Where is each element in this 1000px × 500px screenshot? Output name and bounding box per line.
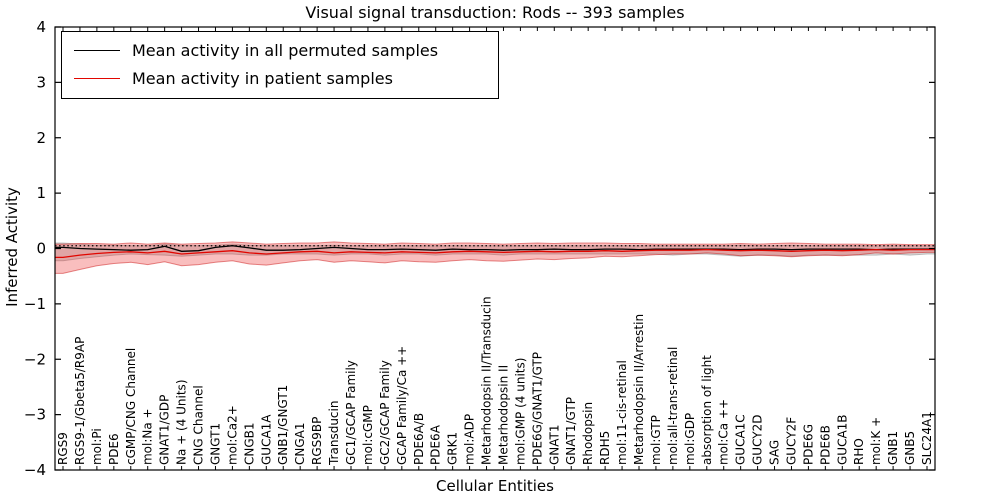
x-tick-label: mol:Na +: [141, 408, 155, 465]
y-tick-label: −1: [24, 295, 46, 313]
x-tick-label: GNB1: [886, 431, 900, 465]
x-tick-label: RGS9: [56, 432, 70, 465]
series-line-patient: [55, 248, 935, 259]
x-tick-label: CNGA1: [293, 423, 307, 466]
y-tick-label: 0: [36, 240, 46, 258]
x-tick-label: PDE6B: [818, 425, 832, 465]
x-tick-label: GNB1/GNGT1: [276, 385, 290, 465]
x-tick-label: GC2/GCAP Family: [378, 360, 392, 465]
x-tick-label: mol:Pi: [90, 428, 104, 465]
x-tick-label: Transducin: [327, 401, 341, 466]
x-tick-label: PDE6G/GNAT1/GTP: [530, 352, 544, 465]
x-tick-label: GUCY2F: [784, 417, 798, 465]
x-tick-label: PDE6A: [429, 424, 443, 465]
x-tick-label: GUCA1A: [259, 414, 273, 465]
x-tick-label: GUCY2D: [751, 415, 765, 465]
x-tick-label: RDH5: [598, 431, 612, 465]
x-tick-label: cGMP/CNG Channel: [124, 348, 138, 465]
x-tick-label: mol:ADP: [463, 414, 477, 465]
x-tick-label: mol:Ca ++: [717, 399, 731, 465]
permuted-line-swatch: [74, 50, 120, 51]
x-tick-label: mol:GMP (4 units): [513, 358, 527, 465]
x-tick-label: GC1/GCAP Family: [344, 360, 358, 465]
x-tick-label: mol:11-cis-retinal: [615, 360, 629, 465]
x-axis-label: Cellular Entities: [436, 477, 554, 495]
x-tick-label: absorption of light: [700, 355, 714, 465]
x-tick-label: Na + (4 Units): [175, 379, 189, 465]
y-tick-label: −4: [24, 461, 46, 479]
x-tick-label: Metarhodopsin II/Arrestin: [632, 314, 646, 465]
x-tick-label: RHO: [852, 438, 866, 465]
y-tick-label: −3: [24, 406, 46, 424]
x-tick-label: GNAT1: [547, 424, 561, 465]
y-axis-label: Inferred Activity: [3, 187, 21, 307]
y-tick-label: 3: [36, 73, 46, 91]
x-tick-label: CNGB1: [242, 422, 256, 465]
x-tick-label: mol:GDP: [683, 413, 697, 465]
chart-title: Visual signal transduction: Rods -- 393 …: [305, 3, 685, 22]
legend-item-permuted: Mean activity in all permuted samples: [74, 41, 438, 60]
y-tick-label: 1: [36, 184, 46, 202]
x-tick-label: mol:all-trans-retinal: [666, 347, 680, 465]
x-tick-label: GNAT1/GDP: [158, 395, 172, 465]
x-tick-label: Metarhodopsin II: [496, 365, 510, 465]
x-tick-label: Metarhodopsin II/Transducin: [480, 296, 494, 465]
legend-item-patient: Mean activity in patient samples: [74, 69, 438, 88]
x-tick-label: CNG Channel: [192, 385, 206, 465]
y-tick-label: −2: [24, 350, 46, 368]
legend-label: Mean activity in patient samples: [132, 69, 393, 88]
patient-line-swatch: [74, 78, 120, 79]
x-tick-label: RGS9-1/Gbeta5/R9AP: [73, 337, 87, 465]
band-patient: [54, 241, 936, 274]
x-tick-label: SAG: [768, 440, 782, 465]
x-tick-label: SLC24A1: [920, 411, 934, 465]
x-tick-label: mol:K +: [869, 417, 883, 465]
x-tick-label: PDE6: [107, 433, 121, 465]
y-tick-label: 2: [36, 129, 46, 147]
x-tick-label: GUCA1C: [734, 414, 748, 465]
x-tick-label: mol:Ca2+: [225, 405, 239, 465]
x-tick-label: GNGT1: [208, 423, 222, 465]
x-tick-label: Rhodopsin: [581, 402, 595, 465]
x-tick-label: PDE6G: [801, 424, 815, 465]
x-tick-label: mol:GTP: [649, 415, 663, 465]
x-tick-label: GCAP Family/Ca ++: [395, 346, 409, 465]
legend: Mean activity in all permuted samples Me…: [61, 31, 500, 99]
x-tick-label: RGS9BP: [310, 417, 324, 465]
x-tick-label: GNAT1/GTP: [564, 397, 578, 465]
x-tick-label: mol:cGMP: [361, 405, 375, 465]
x-tick-label: GRK1: [446, 432, 460, 465]
x-tick-label: GNB5: [903, 431, 917, 465]
legend-label: Mean activity in all permuted samples: [132, 41, 439, 60]
y-tick-label: 4: [36, 18, 46, 36]
series-line-permuted: [55, 245, 935, 252]
x-tick-label: PDE6A/B: [412, 413, 426, 465]
x-tick-label: GUCA1B: [835, 414, 849, 465]
